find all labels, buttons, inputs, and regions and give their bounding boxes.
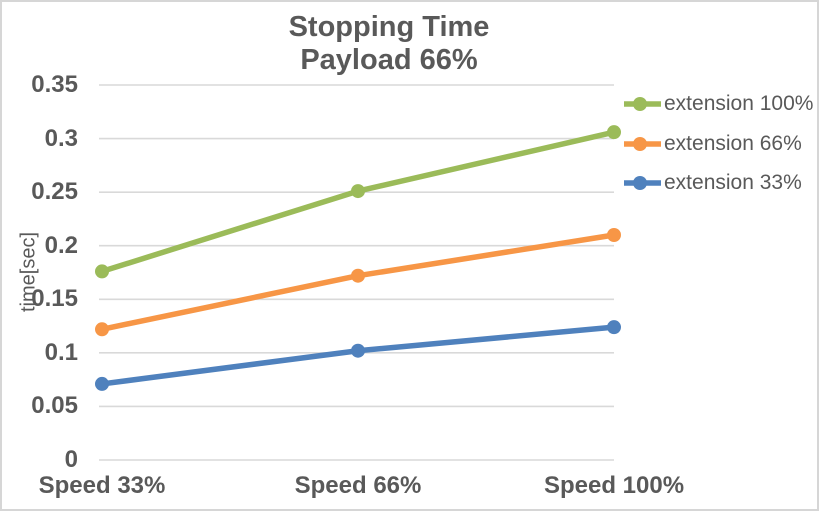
y-tick-label: 0.15: [31, 285, 78, 313]
legend-label: extension 100%: [664, 92, 814, 115]
legend-label: extension 66%: [664, 131, 802, 155]
data-point-marker-extension-66-: [351, 268, 365, 283]
y-tick-label: 0.3: [44, 124, 78, 152]
data-point-marker-extension-33-: [351, 343, 365, 358]
data-point-marker-extension-66-: [607, 228, 621, 242]
x-tick-label: Speed 100%: [543, 472, 685, 499]
data-point-marker-extension-33-: [95, 376, 109, 391]
y-tick-label: 0.2: [44, 231, 78, 259]
legend-item-extension-33-: extension 33%: [624, 170, 802, 196]
data-point-marker-extension-66-: [95, 322, 109, 337]
chart-subtitle: Payload 66%: [300, 44, 478, 76]
data-point-marker-extension-100-: [607, 125, 621, 140]
x-tick-label: Speed 33%: [38, 472, 166, 499]
y-tick-label: 0.35: [31, 71, 78, 98]
x-tick-label: Speed 66%: [294, 472, 422, 499]
series-line-extension-100-: [99, 129, 617, 275]
legend-marker-icon: [624, 176, 661, 190]
chart-title: Stopping Time: [288, 11, 490, 43]
legend-item-extension-66-: extension 66%: [624, 131, 802, 157]
legend-label: extension 33%: [664, 171, 802, 194]
data-point-marker-extension-100-: [95, 264, 109, 279]
y-tick-label: 0.1: [44, 338, 78, 366]
y-tick-label: 0: [64, 446, 78, 473]
data-point-marker-extension-100-: [351, 184, 365, 199]
data-point-marker-extension-33-: [607, 320, 621, 335]
legend-marker-icon: [624, 136, 661, 151]
chart-title-block: Stopping Time Payload 66%: [2, 11, 776, 77]
y-tick-label: 0.05: [31, 392, 78, 420]
y-tick-label: 0.25: [31, 178, 78, 206]
legend-marker-icon: [624, 97, 661, 111]
legend-item-extension-100-: extension 100%: [624, 91, 813, 117]
